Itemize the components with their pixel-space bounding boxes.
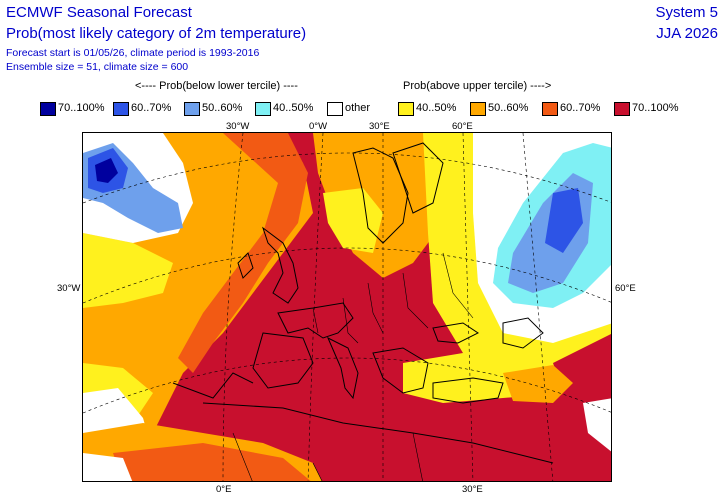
tick-bottom-30e: 30°E [462, 484, 483, 495]
tick-right-60e: 60°E [615, 283, 636, 294]
tick-top-30w: 30°W [226, 121, 250, 132]
legend-swatch [398, 102, 414, 116]
legend-label: 40..50% [416, 102, 457, 114]
region-above-50-60 [503, 365, 573, 403]
legend-label: 60..70% [131, 102, 172, 114]
below-tercile-label: <---- Prob(below lower tercile) ---- [135, 80, 298, 92]
legend-swatch [542, 102, 558, 116]
ensemble-info: Ensemble size = 51, climate size = 600 [6, 61, 189, 73]
country-borders [232, 252, 474, 481]
season-label: JJA 2026 [656, 25, 718, 42]
legend-swatch [184, 102, 200, 116]
legend-label: 50..60% [202, 102, 243, 114]
tick-top-0: 0°W [309, 121, 328, 132]
region-other [83, 453, 133, 481]
legend-swatch [113, 102, 129, 116]
legend-swatch [470, 102, 486, 116]
legend-swatch [40, 102, 56, 116]
legend-label: 70..100% [58, 102, 105, 114]
region-above-40-50 [323, 188, 383, 253]
legend-swatch [255, 102, 271, 116]
region-other [583, 398, 611, 452]
tick-top-30e: 30°E [369, 121, 390, 132]
map-title: ECMWF Seasonal Forecast [6, 4, 192, 21]
map-canvas [83, 133, 611, 481]
probability-map [82, 132, 612, 482]
system-label: System 5 [655, 4, 718, 21]
legend-label: 60..70% [560, 102, 601, 114]
region-below-70-100 [95, 158, 118, 183]
legend-label: 50..60% [488, 102, 529, 114]
region-above-60-70 [178, 133, 308, 373]
forecast-info: Forecast start is 01/05/26, climate peri… [6, 47, 260, 59]
above-tercile-label: Prob(above upper tercile) ----> [403, 80, 552, 92]
region-below-60-70 [545, 188, 583, 253]
legend-label: 70..100% [632, 102, 679, 114]
legend-label: other [345, 102, 371, 114]
legend-swatch [327, 102, 343, 116]
legend-swatch [614, 102, 630, 116]
tick-bottom-0: 0°E [216, 484, 232, 495]
region-above-60-70 [113, 443, 311, 481]
tick-top-60e: 60°E [452, 121, 473, 132]
region-above-50-60 [313, 133, 448, 278]
tick-left-30w: 30°W [57, 283, 81, 294]
region-above-40-50 [83, 233, 173, 308]
legend-label: 40..50% [273, 102, 314, 114]
map-subtitle: Prob(most likely category of 2m temperat… [6, 25, 307, 42]
